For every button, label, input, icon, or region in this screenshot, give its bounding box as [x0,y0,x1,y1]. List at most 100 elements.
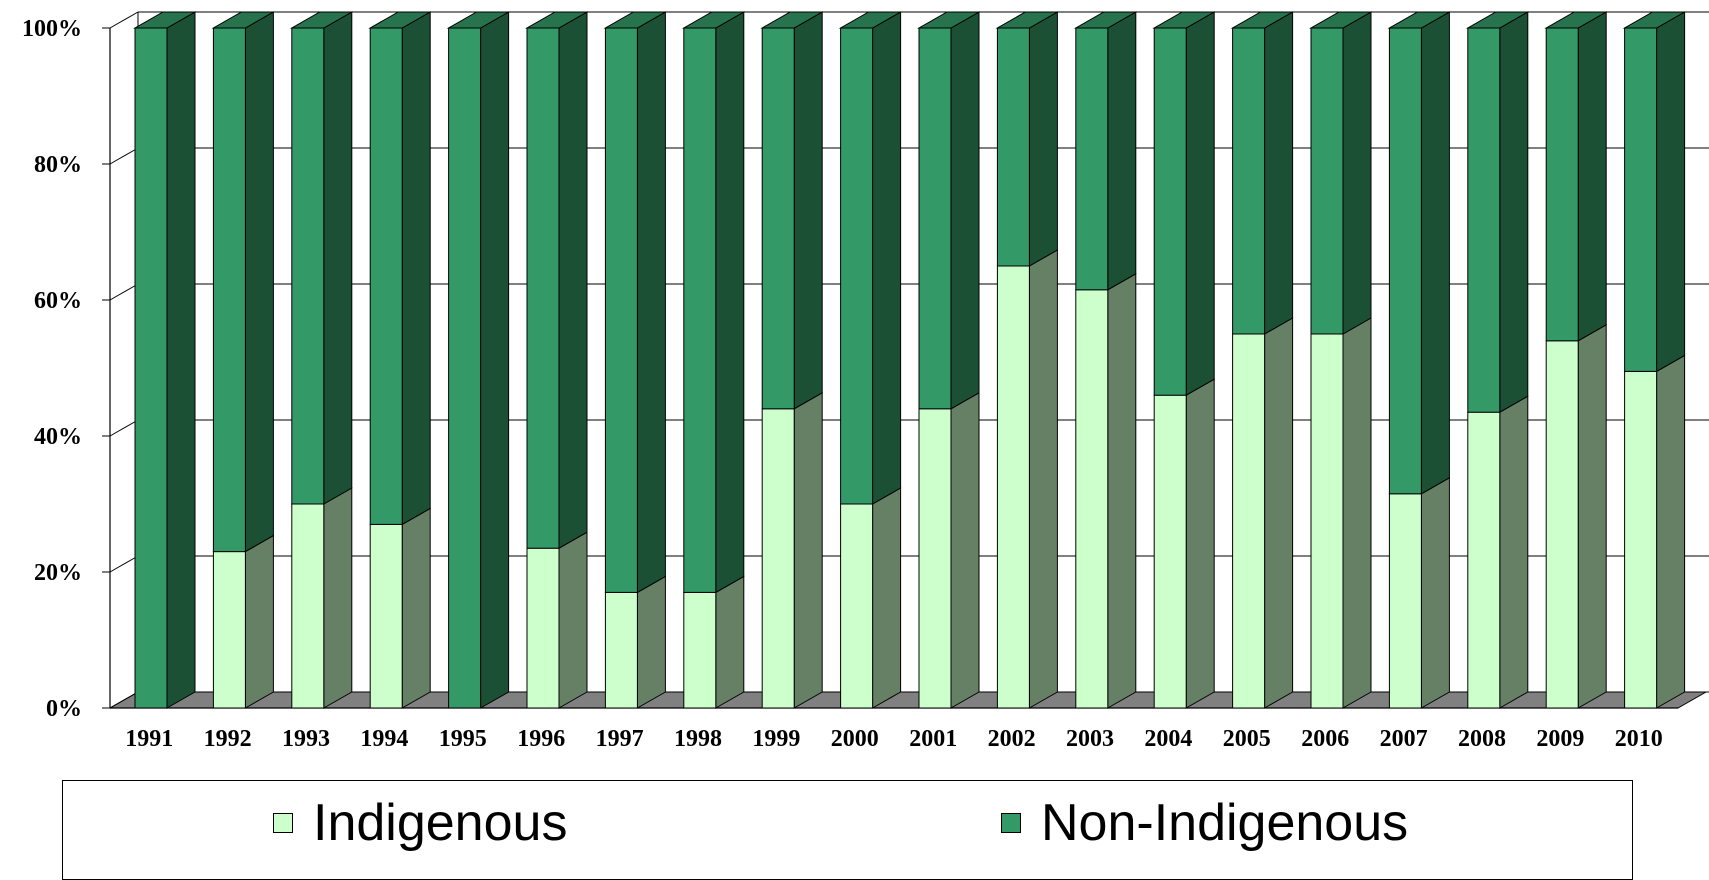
bar-front-face [604,27,638,593]
bar-non-indigenous-1993 [289,11,354,505]
bar-indigenous-1998 [683,575,745,709]
bar-non-indigenous-2008 [1465,11,1530,414]
bar-non-indigenous-2000 [838,11,903,505]
bar-side-face [1264,11,1294,335]
bar-front-face [683,591,717,709]
bar-indigenous-2005 [1232,317,1294,709]
y-tick-labels: 0% 20% 40% 60% 80% 100% [22,16,82,722]
bar-non-indigenous-2001 [917,11,981,410]
bar-front-face [996,265,1030,709]
bar-indigenous-2001 [918,391,980,709]
bar-indigenous-2002 [996,249,1058,709]
x-tick-label: 1997 [596,726,644,752]
bar-top-face [525,11,589,29]
bar-side-face [244,534,274,709]
bar-side-face [950,391,980,709]
bar-indigenous-2000 [840,487,902,709]
bar-front-face [369,523,403,709]
bar-side-face [558,11,588,550]
legend-item-indigenous: Indigenous [273,797,567,849]
bar-side-face [1656,11,1686,373]
bar-indigenous-2008 [1467,395,1529,709]
bar-indigenous-1992 [212,534,274,709]
bar-stack-2008 [1465,11,1530,709]
bar-side-face [323,11,353,505]
x-tick-label: 2006 [1301,726,1349,752]
bar-front-face [291,503,325,709]
bar-top-face [1073,11,1138,29]
bar-indigenous-2003 [1075,272,1137,709]
bar-non-indigenous-2005 [1230,11,1295,335]
bar-side-face [950,11,980,410]
x-tick-label: 2001 [909,726,957,752]
bar-top-face [446,11,511,29]
bar-front-face [918,408,952,709]
bar-front-face [918,27,952,410]
bar-stack-2000 [838,11,903,709]
bar-front-face [1153,394,1187,709]
bar-front-face [1232,27,1266,335]
gridline-side [109,11,139,29]
bar-stack-2004 [1152,11,1217,709]
y-tick-label: 0% [46,696,82,722]
x-tick-label: 2008 [1458,726,1506,752]
y-tick-label: 20% [34,560,82,586]
bars [133,11,1687,709]
x-tick-label: 1992 [204,726,252,752]
bar-side-face [1577,323,1607,709]
bar-indigenous-1996 [526,531,588,709]
bar-top-face [1544,11,1609,29]
bar-stack-2007 [1387,11,1452,709]
x-tick-label: 2007 [1380,726,1428,752]
x-tick-label: 2005 [1223,726,1271,752]
floor [108,691,1708,709]
chart-floor [108,691,1708,709]
bar-top-face [1465,11,1530,29]
bar-non-indigenous-2009 [1544,11,1609,342]
bar-side-face [1185,378,1215,709]
bar-top-face [681,11,746,29]
bar-side-face [872,487,902,709]
gridline-side [109,147,139,165]
bar-side-face [1420,11,1450,495]
bar-front-face [604,591,638,709]
bar-top-face [760,11,825,29]
x-tick-label: 1991 [125,726,173,752]
bar-front-face [212,27,246,553]
bar-stack-2001 [917,11,981,709]
bar-side-face [401,507,431,709]
bar-stack-2002 [995,11,1060,709]
bar-non-indigenous-2004 [1152,11,1217,397]
stacked-bar-chart: 0%20%40%60%80%100% 1991 1992 1993 1994 1995 1… [22,11,1709,752]
bar-front-face [212,551,246,709]
y-tick-label: 80% [34,152,82,178]
bar-indigenous-2009 [1545,323,1607,709]
legend-label-non-indigenous: Non-Indigenous [1041,794,1409,852]
bar-front-face [1075,27,1109,291]
bar-stack-1991 [133,11,197,709]
bar-front-face [840,27,874,505]
bar-front-face [448,27,482,709]
bar-front-face [840,503,874,709]
bar-front-face [1232,333,1266,709]
bar-top-face [1309,11,1373,29]
legend-label-indigenous: Indigenous [313,794,568,852]
bar-front-face [1310,27,1344,335]
bar-stack-1992 [211,11,276,709]
bar-side-face [480,11,510,709]
bar-front-face [134,27,168,709]
bar-top-face [368,11,433,29]
bar-side-face [401,11,431,526]
bar-side-face [323,487,353,709]
bar-stack-1994 [368,11,433,709]
bar-front-face [1467,27,1501,413]
bar-indigenous-2010 [1624,354,1686,709]
bar-front-face [761,408,795,709]
y-tick-label: 100% [22,16,82,42]
gridline-side [109,283,139,301]
x-tick-label: 2009 [1536,726,1584,752]
x-tick-label: 1998 [674,726,722,752]
legend-item-non-indigenous: Non-Indigenous [1001,797,1408,849]
bar-stack-2009 [1544,11,1609,709]
bar-front-face [1388,27,1422,495]
